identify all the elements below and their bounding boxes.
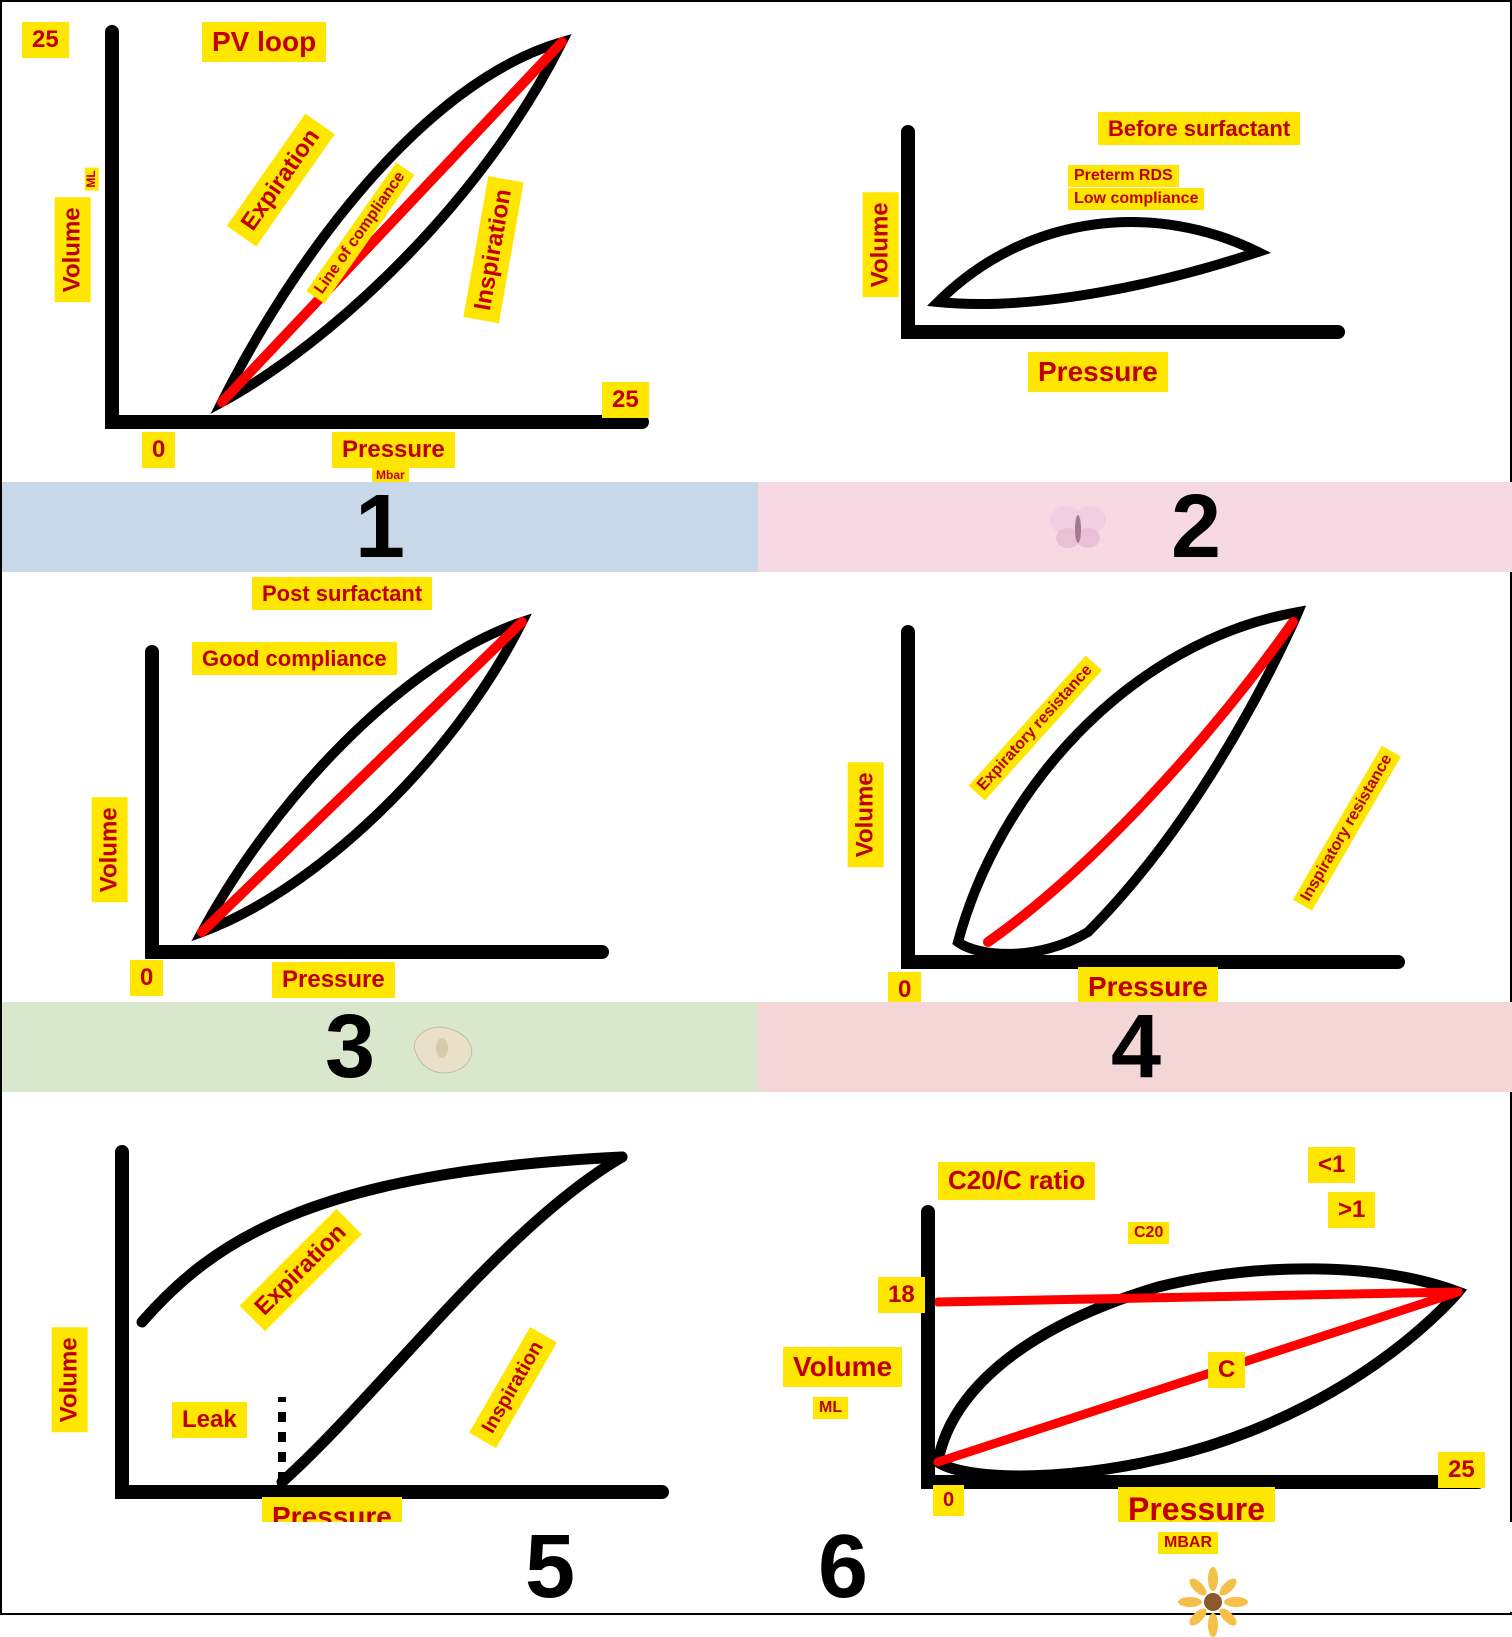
panel-5-svg: [2, 1092, 758, 1522]
band-6: 6 MBAR: [758, 1522, 1512, 1612]
panel-2: Before surfactant Preterm RDS Low compli…: [758, 2, 1512, 482]
panel3-good: Good compliance: [192, 642, 397, 675]
num-4: 4: [1111, 996, 1161, 1099]
panel5-yaxis: Volume: [52, 1327, 88, 1432]
panel1-yunit: ML: [85, 167, 99, 190]
panel6-ratio: C20/C ratio: [938, 1162, 1095, 1200]
panel6-c20: C20: [1128, 1222, 1169, 1244]
panel6-origin: 0: [933, 1485, 964, 1516]
panel-3: Post surfactant Good compliance Volume 0…: [2, 572, 758, 1002]
num-6: 6: [818, 1516, 868, 1619]
panel6-lt1: <1: [1308, 1147, 1355, 1183]
panel1-xaxis: Pressure: [332, 432, 455, 468]
num-3: 3: [325, 996, 375, 1099]
panel3-post: Post surfactant: [252, 577, 432, 610]
panel3-yaxis: Volume: [92, 797, 128, 902]
panel-6: C20/C ratio <1 >1 C20 18 Volume ML C 0 2…: [758, 1092, 1512, 1522]
panel6-yaxis: Volume: [783, 1347, 902, 1387]
panel1-ymax: 25: [22, 22, 69, 58]
panel2-xaxis: Pressure: [1028, 352, 1168, 392]
panel6-xmax: 25: [1438, 1452, 1485, 1488]
panel4-yaxis: Volume: [848, 762, 884, 867]
flower-icon: [1178, 1567, 1248, 1637]
band-3: 3: [2, 1002, 758, 1092]
panel2-sub2: Low compliance: [1068, 188, 1204, 210]
panel1-title: PV loop: [202, 22, 326, 62]
bean-icon: [402, 1020, 482, 1075]
panel1-origin: 0: [142, 432, 175, 468]
panel6-gt1: >1: [1328, 1192, 1375, 1228]
panel3-xaxis: Pressure: [272, 962, 395, 998]
panel6-xunit: MBAR: [1158, 1532, 1218, 1554]
num-5: 5: [525, 1516, 575, 1619]
panel1-xmax: 25: [602, 382, 649, 418]
panel2-yaxis: Volume: [863, 192, 899, 297]
num-1: 1: [355, 476, 405, 579]
band-4: 4: [758, 1002, 1512, 1092]
band-1: 1: [2, 482, 758, 572]
panel-4: Volume Expiratory resistance Inspiratory…: [758, 572, 1512, 1002]
panel-6-svg: [758, 1092, 1512, 1522]
panel1-yaxis: Volume: [55, 197, 91, 302]
panel6-yunit: ML: [813, 1397, 848, 1419]
panel6-c: C: [1208, 1352, 1245, 1388]
panel-5: Volume Expiration Inspiration Leak Press…: [2, 1092, 758, 1522]
panel5-leak: Leak: [172, 1402, 247, 1438]
panel2-sub1: Preterm RDS: [1068, 165, 1179, 187]
panel6-tick18: 18: [878, 1277, 925, 1313]
band-2: 2: [758, 482, 1512, 572]
panel-1: 25 PV loop ML Volume Expiration Line of …: [2, 2, 758, 482]
panel2-before: Before surfactant: [1098, 112, 1300, 145]
num-2: 2: [1171, 476, 1221, 579]
butterfly-icon: [1048, 502, 1108, 552]
panel3-origin: 0: [130, 960, 163, 996]
band-5: 5: [2, 1522, 758, 1612]
panel-3-svg: [2, 572, 758, 1002]
